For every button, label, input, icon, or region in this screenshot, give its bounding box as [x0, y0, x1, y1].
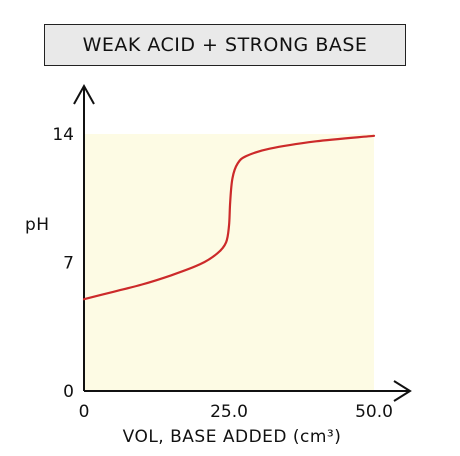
titration-curve: [82, 134, 376, 301]
x-axis-arrowhead: [393, 380, 412, 402]
x-tick-labels: 0 25.0 50.0: [79, 402, 393, 422]
x-axis-label: VOL, BASE ADDED (cm³): [123, 427, 342, 447]
axes: [73, 83, 412, 402]
y-tick-label: 14: [52, 125, 74, 145]
plot-background: [84, 134, 374, 391]
y-axis-label: pH: [25, 215, 50, 235]
y-tick-label: 0: [63, 382, 74, 402]
chart-title: WEAK ACID + STRONG BASE: [44, 24, 406, 66]
x-tick-label: 50.0: [355, 402, 393, 422]
x-tick-label: 25.0: [210, 402, 248, 422]
x-tick-label: 0: [79, 402, 90, 422]
y-tick-label: 7: [63, 254, 74, 274]
y-tick-labels: 0 7 14: [52, 125, 74, 402]
y-axis-arrowhead: [73, 83, 95, 105]
